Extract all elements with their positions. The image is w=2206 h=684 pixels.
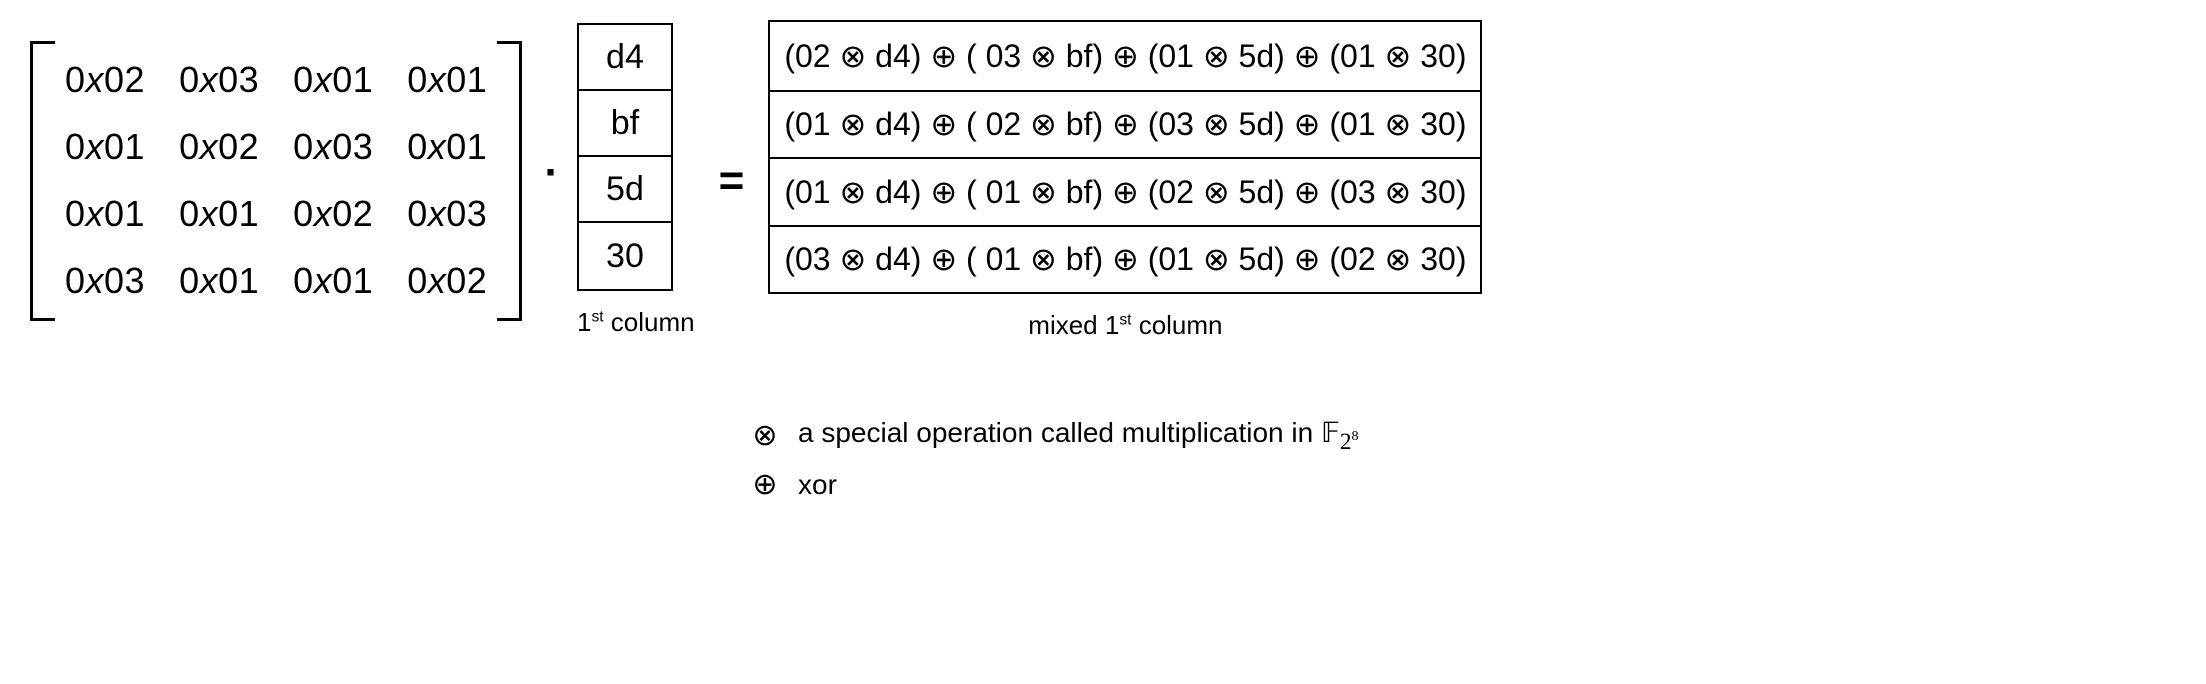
result-caption: mixed 1st column xyxy=(768,310,1482,341)
result-vector: (02 ⊗ d4) ⊕ ( 03 ⊗ bf) ⊕ (01 ⊗ 5d) ⊕ (01… xyxy=(768,20,1482,294)
matrix-cell: 0x01 xyxy=(65,193,145,235)
result-cell: (01 ⊗ d4) ⊕ ( 02 ⊗ bf) ⊕ (03 ⊗ 5d) ⊕ (01… xyxy=(770,90,1480,158)
oplus-icon: ⊕ xyxy=(750,461,780,509)
vector-cell: bf xyxy=(579,91,671,157)
result-column: (02 ⊗ d4) ⊕ ( 03 ⊗ bf) ⊕ (01 ⊗ 5d) ⊕ (01… xyxy=(768,20,1482,341)
matrix-cell: 0x01 xyxy=(293,59,373,101)
matrix-cell: 0x02 xyxy=(407,260,487,302)
matrix-cell: 0x02 xyxy=(293,193,373,235)
matrix-cell: 0x02 xyxy=(65,59,145,101)
legend-oplus: ⊕ xor xyxy=(750,461,2176,509)
matrix-cell: 0x01 xyxy=(65,126,145,168)
matrix-cell: 0x02 xyxy=(179,126,259,168)
matrix-cell: 0x03 xyxy=(407,193,487,235)
matrix-cell: 0x03 xyxy=(65,260,145,302)
legend-text: xor xyxy=(798,463,837,508)
vector-cell: 30 xyxy=(579,223,671,289)
matrix-cell: 0x01 xyxy=(407,126,487,168)
bracket-right xyxy=(505,41,522,321)
legend-otimes: ⊗ a special operation called multiplicat… xyxy=(750,411,2176,461)
vector-cell: 5d xyxy=(579,157,671,223)
matrix-cell: 0x01 xyxy=(179,260,259,302)
matrix-cell: 0x01 xyxy=(179,193,259,235)
diagram-root: 0x02 0x03 0x01 0x01 0x01 0x02 0x03 0x01 … xyxy=(30,20,2176,509)
dot-operator: · xyxy=(522,148,577,198)
bracket-left xyxy=(30,41,47,321)
matrix-grid: 0x02 0x03 0x01 0x01 0x01 0x02 0x03 0x01 … xyxy=(47,41,505,321)
matrix-cell: 0x03 xyxy=(293,126,373,168)
matrix-cell: 0x01 xyxy=(293,260,373,302)
legend-text: a special operation called multiplicatio… xyxy=(798,411,1359,461)
result-cell: (02 ⊗ d4) ⊕ ( 03 ⊗ bf) ⊕ (01 ⊗ 5d) ⊕ (01… xyxy=(770,22,1480,90)
column-caption: 1st column xyxy=(577,307,695,338)
result-cell: (03 ⊗ d4) ⊕ ( 01 ⊗ bf) ⊕ (01 ⊗ 5d) ⊕ (02… xyxy=(770,225,1480,293)
mix-matrix: 0x02 0x03 0x01 0x01 0x01 0x02 0x03 0x01 … xyxy=(30,41,522,321)
column-vector: d4 bf 5d 30 xyxy=(577,23,673,291)
equals-operator: = xyxy=(695,156,769,206)
legend: ⊗ a special operation called multiplicat… xyxy=(750,411,2176,509)
main-row: 0x02 0x03 0x01 0x01 0x01 0x02 0x03 0x01 … xyxy=(30,20,2176,341)
matrix-cell: 0x01 xyxy=(407,59,487,101)
vector-cell: d4 xyxy=(579,25,671,91)
matrix-cell: 0x03 xyxy=(179,59,259,101)
otimes-icon: ⊗ xyxy=(750,412,780,460)
input-column: d4 bf 5d 30 1st column xyxy=(577,23,695,338)
result-cell: (01 ⊗ d4) ⊕ ( 01 ⊗ bf) ⊕ (02 ⊗ 5d) ⊕ (03… xyxy=(770,157,1480,225)
